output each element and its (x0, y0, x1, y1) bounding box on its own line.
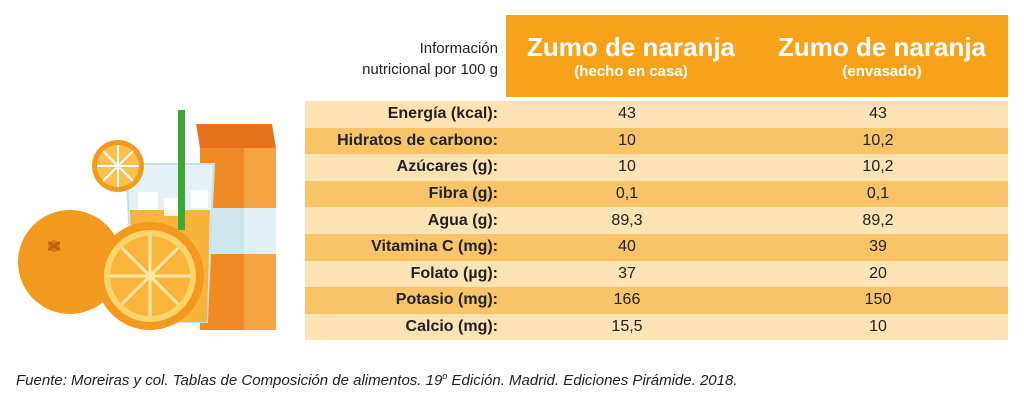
packaged-value: 89,2 (862, 211, 894, 229)
row-label: Hidratos de carbono: (337, 131, 498, 149)
packaged-value: 10 (869, 318, 887, 336)
table-row: Agua (g): 89,3 89,2 (305, 207, 1008, 234)
homemade-value: 10 (618, 131, 636, 149)
table-row: Hidratos de carbono: 10 10,2 (305, 127, 1008, 155)
source-text-end: Edición. Madrid. Ediciones Pirámide. 201… (447, 372, 738, 389)
packaged-value: 0,1 (866, 185, 890, 203)
table-row: Energía (kcal): 43 43 (305, 101, 1008, 128)
nutrition-table: Energía (kcal): 43 43 Hidratos de carbon… (305, 101, 1008, 341)
heading-line-2: nutricional por 100 g (362, 61, 498, 78)
homemade-value: 40 (618, 238, 636, 256)
source-ordinal: o (442, 371, 448, 381)
packaged-value: 10,2 (862, 131, 894, 149)
column-subtitle-packaged: (envasado) (842, 63, 922, 80)
orange-juice-illustration (18, 110, 276, 330)
row-label: Calcio (mg): (405, 318, 498, 336)
row-label: Energía (kcal): (387, 105, 498, 123)
column-title-homemade: Zumo de naranja (526, 32, 736, 62)
column-subtitle-homemade: (hecho en casa) (574, 63, 688, 80)
homemade-value: 37 (618, 264, 636, 282)
row-label: Agua (g): (427, 211, 498, 229)
homemade-value: 15,5 (611, 318, 643, 336)
straw-icon (178, 110, 185, 230)
packaged-value: 10,2 (862, 158, 894, 176)
homemade-value: 89,3 (611, 211, 643, 229)
source-citation: Fuente: Moreiras y col. Tablas de Compos… (16, 371, 738, 389)
packaged-value: 20 (869, 264, 887, 282)
table-row: Folato (µg): 37 20 (305, 260, 1008, 288)
homemade-value: 43 (618, 105, 636, 123)
table-row: Fibra (g): 0,1 0,1 (305, 180, 1008, 208)
table-row: Vitamina C (mg): 40 39 (305, 233, 1008, 261)
row-label: Vitamina C (mg): (371, 238, 498, 256)
orange-slice-icon (96, 222, 204, 330)
packaged-value: 39 (869, 238, 887, 256)
orange-fruit-icon (18, 210, 122, 314)
row-label: Fibra (g): (428, 185, 498, 203)
row-label: Folato (µg): (410, 264, 498, 282)
nutrition-info-heading: Información nutricional por 100 g (302, 38, 498, 80)
source-text-start: Fuente: Moreiras y col. Tablas de Compos… (16, 372, 443, 389)
table-row: Calcio (mg): 15,5 10 (305, 313, 1008, 341)
packaged-value: 150 (864, 291, 892, 309)
table-row: Azúcares (g): 10 10,2 (305, 154, 1008, 181)
juice-carton-icon (196, 124, 276, 330)
row-label: Potasio (mg): (395, 291, 498, 309)
orange-slice-icon (92, 140, 144, 192)
column-header-packaged: Zumo de naranja (envasado) (756, 15, 1008, 97)
homemade-value: 10 (618, 158, 636, 176)
row-label: Azúcares (g): (396, 158, 498, 176)
table-row: Potasio (mg): 166 150 (305, 287, 1008, 314)
column-header-homemade: Zumo de naranja (hecho en casa) (506, 15, 756, 97)
heading-line-1: Información (419, 40, 498, 57)
homemade-value: 0,1 (615, 185, 639, 203)
packaged-value: 43 (869, 105, 887, 123)
column-title-packaged: Zumo de naranja (777, 32, 987, 62)
homemade-value: 166 (613, 291, 641, 309)
